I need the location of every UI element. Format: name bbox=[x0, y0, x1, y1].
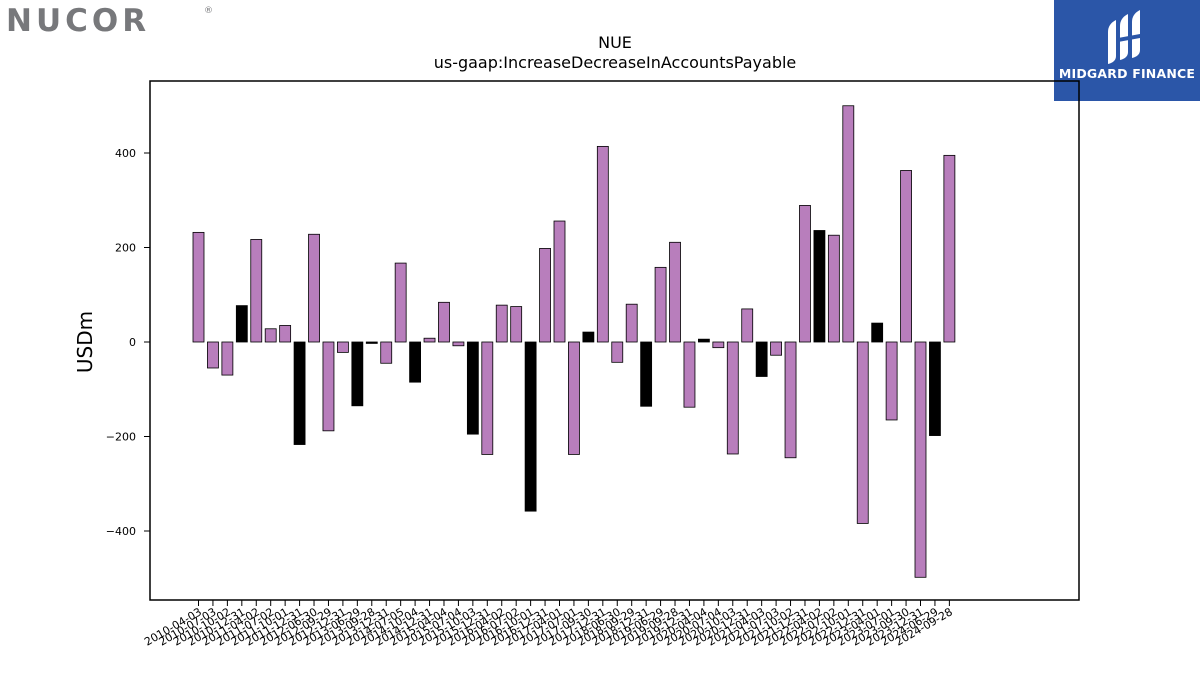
bar bbox=[726, 341, 739, 455]
bar bbox=[943, 154, 956, 343]
bar bbox=[611, 341, 624, 363]
bar bbox=[842, 105, 855, 343]
nucor-wordmark: NUCOR bbox=[6, 3, 151, 39]
bar bbox=[495, 304, 508, 343]
chart-subtitle: us-gaap:IncreaseDecreaseInAccountsPayabl… bbox=[434, 53, 797, 72]
bar bbox=[322, 341, 335, 432]
bar bbox=[351, 341, 364, 407]
bar bbox=[293, 341, 306, 445]
bar bbox=[235, 305, 248, 343]
bar bbox=[423, 337, 436, 343]
y-tick-label: −200 bbox=[106, 431, 136, 444]
bar bbox=[596, 145, 609, 343]
bar bbox=[308, 233, 320, 343]
bar bbox=[365, 341, 378, 344]
chart-title: NUE bbox=[598, 33, 632, 52]
bar bbox=[192, 231, 205, 343]
bar bbox=[466, 341, 479, 435]
bar bbox=[553, 220, 566, 343]
bar bbox=[914, 341, 927, 578]
bar bbox=[510, 306, 523, 343]
midgard-emblem-icon bbox=[1108, 10, 1140, 64]
bar bbox=[625, 303, 638, 343]
bar bbox=[770, 341, 782, 356]
midgard-brand-text: MIDGARD FINANCE bbox=[1058, 66, 1196, 81]
bar bbox=[885, 341, 898, 421]
bar bbox=[524, 341, 537, 512]
y-tick-label: 200 bbox=[115, 242, 136, 255]
bar bbox=[813, 230, 826, 343]
bar bbox=[755, 341, 768, 377]
bar bbox=[221, 341, 234, 376]
bar bbox=[394, 262, 407, 343]
y-tick-label: 0 bbox=[129, 336, 136, 349]
bar bbox=[669, 241, 681, 343]
bar bbox=[784, 341, 797, 459]
bar bbox=[481, 341, 494, 455]
bar bbox=[250, 239, 263, 343]
y-ticks-group: −400 −200 0 200 400 bbox=[106, 147, 150, 538]
bar bbox=[799, 205, 811, 343]
bar bbox=[827, 234, 840, 343]
bar bbox=[683, 341, 696, 408]
bar bbox=[539, 248, 551, 343]
bar bbox=[380, 341, 393, 364]
bar bbox=[279, 325, 292, 343]
registered-mark: ® bbox=[204, 6, 213, 16]
bar bbox=[568, 341, 580, 455]
bar bbox=[640, 341, 653, 407]
bar bbox=[207, 341, 219, 369]
plot-frame bbox=[149, 80, 1080, 601]
y-axis-label: USDm bbox=[73, 311, 97, 373]
y-tick-label: 400 bbox=[115, 147, 136, 160]
bar bbox=[871, 322, 884, 343]
bar bbox=[582, 331, 595, 343]
bar bbox=[438, 301, 450, 343]
bar bbox=[452, 341, 465, 347]
bars-group bbox=[192, 105, 956, 578]
bar bbox=[336, 341, 349, 353]
bar bbox=[741, 308, 754, 343]
bar bbox=[698, 338, 710, 343]
y-tick-label: −400 bbox=[106, 525, 136, 538]
bar bbox=[654, 266, 667, 343]
bar bbox=[712, 341, 725, 349]
bar bbox=[409, 341, 422, 383]
bar bbox=[900, 170, 912, 343]
bar bbox=[929, 341, 941, 436]
nucor-logo: NUCOR ® bbox=[6, 4, 216, 38]
bar bbox=[264, 328, 277, 343]
bar bbox=[856, 341, 869, 524]
x-ticks-group: 2010-04-032010-07-032010-10-022010-12-31… bbox=[142, 600, 955, 649]
